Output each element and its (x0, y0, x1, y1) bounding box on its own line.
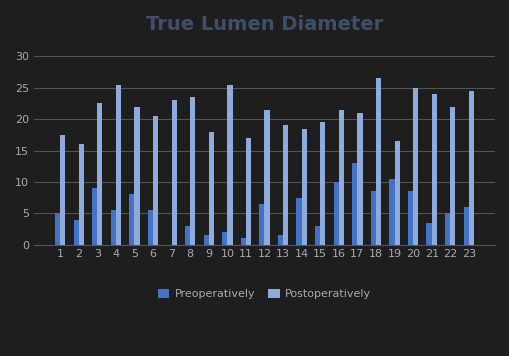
Bar (463, 207, 468, 245)
Bar (116, 85, 121, 245)
Bar (338, 110, 344, 245)
Bar (73, 220, 78, 245)
Bar (407, 191, 412, 245)
Bar (375, 78, 380, 245)
Bar (301, 129, 306, 245)
Title: True Lumen Diameter: True Lumen Diameter (146, 15, 382, 34)
Bar (227, 85, 232, 245)
Bar (134, 106, 139, 245)
Legend: Preoperatively, Postoperatively: Preoperatively, Postoperatively (153, 284, 375, 304)
Bar (468, 91, 473, 245)
Bar (320, 122, 325, 245)
Bar (333, 182, 338, 245)
Bar (203, 235, 208, 245)
Bar (426, 222, 431, 245)
Bar (171, 100, 177, 245)
Bar (148, 210, 153, 245)
Bar (222, 232, 227, 245)
Bar (449, 106, 455, 245)
Bar (78, 144, 84, 245)
Bar (352, 163, 357, 245)
Bar (412, 88, 417, 245)
Bar (153, 116, 158, 245)
Bar (129, 194, 134, 245)
Bar (185, 226, 190, 245)
Bar (60, 135, 65, 245)
Bar (370, 191, 375, 245)
Bar (55, 213, 60, 245)
Bar (92, 188, 97, 245)
Bar (97, 104, 102, 245)
Bar (245, 138, 250, 245)
Bar (282, 125, 288, 245)
Bar (110, 210, 116, 245)
Bar (444, 213, 449, 245)
Bar (315, 226, 320, 245)
Bar (296, 198, 301, 245)
Bar (394, 141, 399, 245)
Bar (357, 113, 362, 245)
Bar (190, 97, 195, 245)
Bar (277, 235, 282, 245)
Bar (259, 204, 264, 245)
Bar (388, 179, 394, 245)
Bar (431, 94, 436, 245)
Bar (264, 110, 269, 245)
Bar (208, 132, 214, 245)
Bar (240, 238, 245, 245)
